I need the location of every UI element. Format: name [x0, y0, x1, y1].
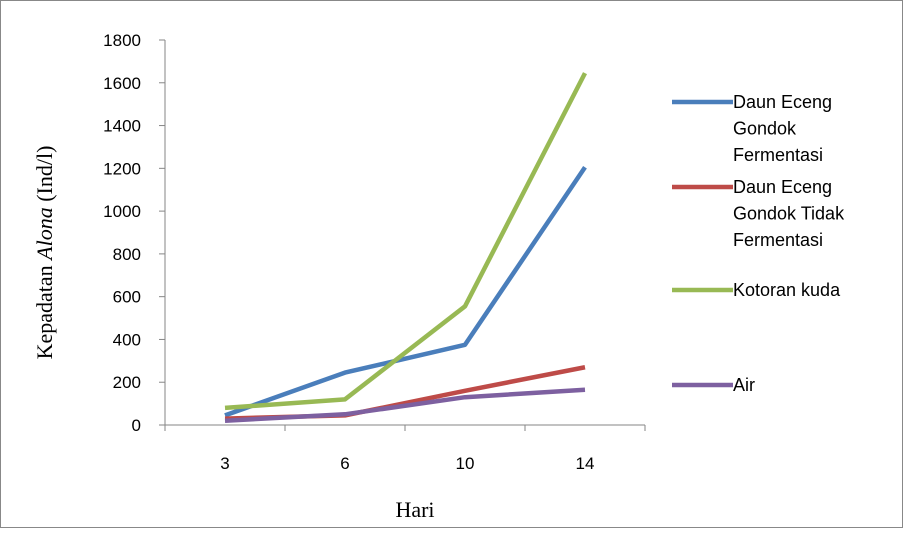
x-tick-label: 14 — [576, 454, 595, 473]
legend-label: Daun Eceng — [733, 92, 832, 112]
y-tick-label: 1400 — [103, 117, 141, 136]
x-tick-label: 10 — [456, 454, 475, 473]
y-tick-label: 1600 — [103, 74, 141, 93]
legend-label: Fermentasi — [733, 230, 823, 250]
y-tick-label: 400 — [113, 330, 141, 349]
x-tick-label: 3 — [220, 454, 229, 473]
y-tick-label: 1800 — [103, 31, 141, 50]
legend-label: Air — [733, 375, 755, 395]
x-axis-ticks: 3 6 10 14 — [164, 425, 646, 473]
legend-label: Gondok Tidak — [733, 204, 845, 224]
y-tick-label: 200 — [113, 373, 141, 392]
series-line — [224, 72, 588, 411]
y-tick-label: 1000 — [103, 202, 141, 221]
series-line — [224, 387, 586, 423]
y-tick-label: 800 — [113, 245, 141, 264]
legend-label: Daun Eceng — [733, 177, 832, 197]
y-axis-title: Kepadatan Alona (Ind/l) — [32, 146, 57, 360]
y-axis-title-prefix: Kepadatan — [32, 260, 57, 360]
y-tick-label: 0 — [132, 416, 141, 435]
y-tick-label: 600 — [113, 288, 141, 307]
y-tick-label: 1200 — [103, 159, 141, 178]
y-axis-title-suffix: (Ind/l) — [32, 146, 57, 208]
series-lines — [224, 72, 588, 423]
legend: Daun Eceng Gondok Fermentasi Daun Eceng Gond… — [672, 92, 845, 395]
series-line — [224, 166, 587, 418]
x-tick-label: 6 — [340, 454, 349, 473]
y-axis-title-italic: Alona — [32, 207, 57, 262]
legend-label: Kotoran kuda — [733, 280, 841, 300]
x-axis-title: Hari — [395, 497, 434, 522]
legend-label: Gondok — [733, 119, 797, 139]
legend-label: Fermentasi — [733, 145, 823, 165]
y-axis-ticks: 0 200 400 600 800 1000 1200 1400 1600 1800 — [103, 31, 165, 435]
